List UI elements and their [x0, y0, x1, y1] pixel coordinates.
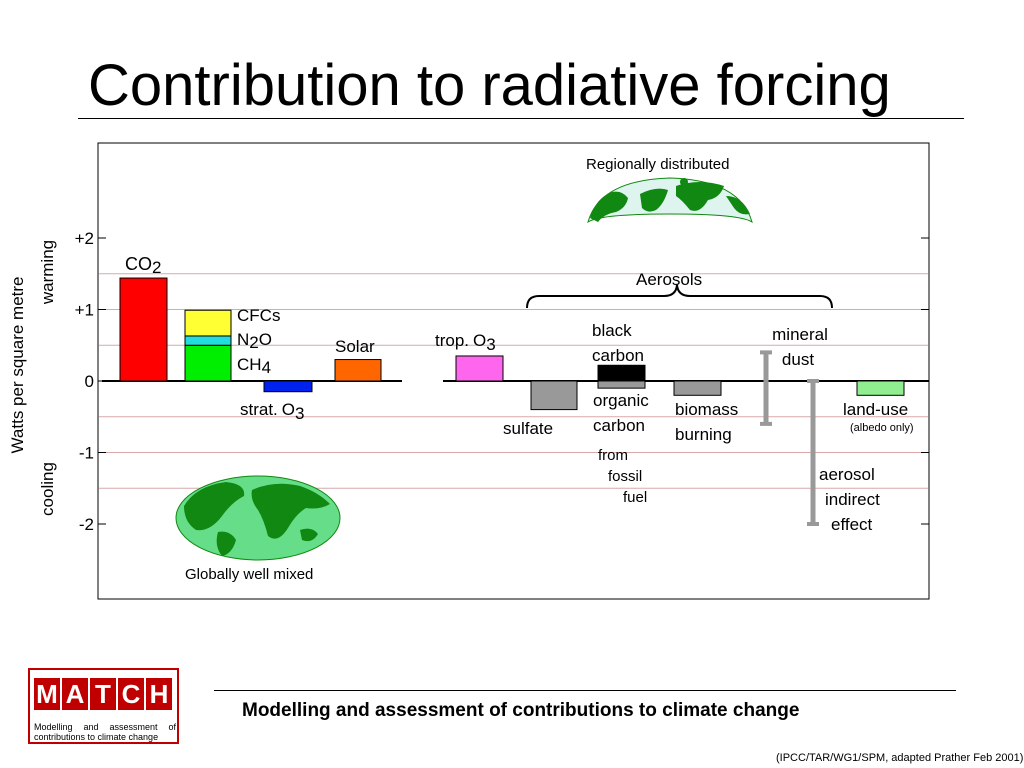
bar-cfcs-n2o-ch4 — [184, 344, 232, 382]
label-ch4: CH4 — [237, 355, 271, 377]
bar-cfcs-n2o-ch4 — [184, 309, 232, 337]
y-axis-warming-label: warming — [38, 240, 57, 305]
bar-black-carbon — [597, 364, 646, 382]
logo-letter: M — [34, 678, 60, 710]
label-mineral-dust: mineral dust — [772, 325, 828, 369]
label-land-use: land-use — [843, 400, 908, 419]
label-biomass-burning: biomass burning — [675, 400, 738, 444]
uncertainty-ranges — [760, 350, 819, 526]
label-co2: CO2 — [125, 254, 161, 277]
bar-land-use — [856, 380, 905, 396]
label-globally-well-mixed: Globally well mixed — [185, 566, 313, 583]
label-cfcs: CFCs — [237, 306, 280, 325]
bar-trop-o3 — [455, 355, 504, 382]
label-sulfate: sulfate — [503, 419, 553, 438]
bar-strat-o3 — [263, 380, 313, 393]
slide-title: Contribution to radiative forcing — [88, 53, 891, 118]
global-globe-land — [184, 482, 245, 531]
label-albedo-only: (albedo only) — [850, 422, 914, 434]
label-aerosols-group: Aerosols — [636, 270, 702, 289]
y-tick-label: +2 — [75, 229, 94, 248]
radiative-forcing-chart: +2 +1 0 -1 -2 Watts per square metre warming… — [8, 142, 930, 600]
plot-frame — [97, 142, 930, 600]
bar-organic-carbon — [597, 380, 646, 389]
y-axis-cooling-label: cooling — [38, 462, 57, 516]
label-n2o: N2O — [237, 330, 272, 352]
y-tick-label: -2 — [79, 515, 94, 534]
footer-source: (IPCC/TAR/WG1/SPM, adapted Prather Feb 2… — [776, 752, 1024, 764]
y-tick-label: +1 — [75, 301, 94, 320]
logo-letters: M A T C H — [34, 678, 174, 710]
aerosols-brace — [526, 284, 833, 309]
footer-tagline: Modelling and assessment of contribution… — [242, 700, 800, 721]
logo-letter: T — [90, 678, 116, 710]
y-tick-label: 0 — [85, 372, 94, 391]
label-trop-o3: trop. O3 — [435, 331, 496, 354]
regional-globe-icon — [587, 177, 753, 224]
regional-globe-land — [590, 191, 628, 222]
bar-solar — [334, 359, 382, 382]
title-divider — [78, 118, 964, 119]
match-logo: M A T C H Modelling and assessment of co… — [28, 668, 179, 744]
bar-biomass-burning — [673, 380, 722, 396]
logo-letter: A — [62, 678, 88, 710]
bar-sulfate — [530, 380, 578, 411]
logo-subtitle: Modelling and assessment of contribution… — [34, 722, 176, 742]
label-solar: Solar — [335, 337, 375, 356]
y-tick-label: -1 — [79, 444, 94, 463]
bar-cfcs-n2o-ch4 — [184, 335, 232, 346]
global-globe-icon — [175, 475, 341, 561]
logo-letter: C — [118, 678, 144, 710]
label-aerosol-indirect-effect: aerosol indirect effect — [819, 465, 880, 534]
label-from-fossil-fuel: from fossil fuel — [598, 447, 647, 506]
y-axis-ticks: +2 +1 0 -1 -2 — [75, 229, 929, 534]
logo-letter: H — [146, 678, 172, 710]
label-black-carbon: black carbon — [592, 321, 644, 365]
y-axis-title: Watts per square metre — [8, 277, 27, 454]
label-strat-o3: strat. O3 — [240, 400, 305, 423]
label-organic-carbon: organic carbon — [593, 391, 649, 435]
label-regionally-distributed: Regionally distributed — [586, 156, 729, 173]
footer-divider — [214, 690, 956, 691]
bars — [119, 277, 905, 411]
bar-co2 — [119, 277, 168, 382]
